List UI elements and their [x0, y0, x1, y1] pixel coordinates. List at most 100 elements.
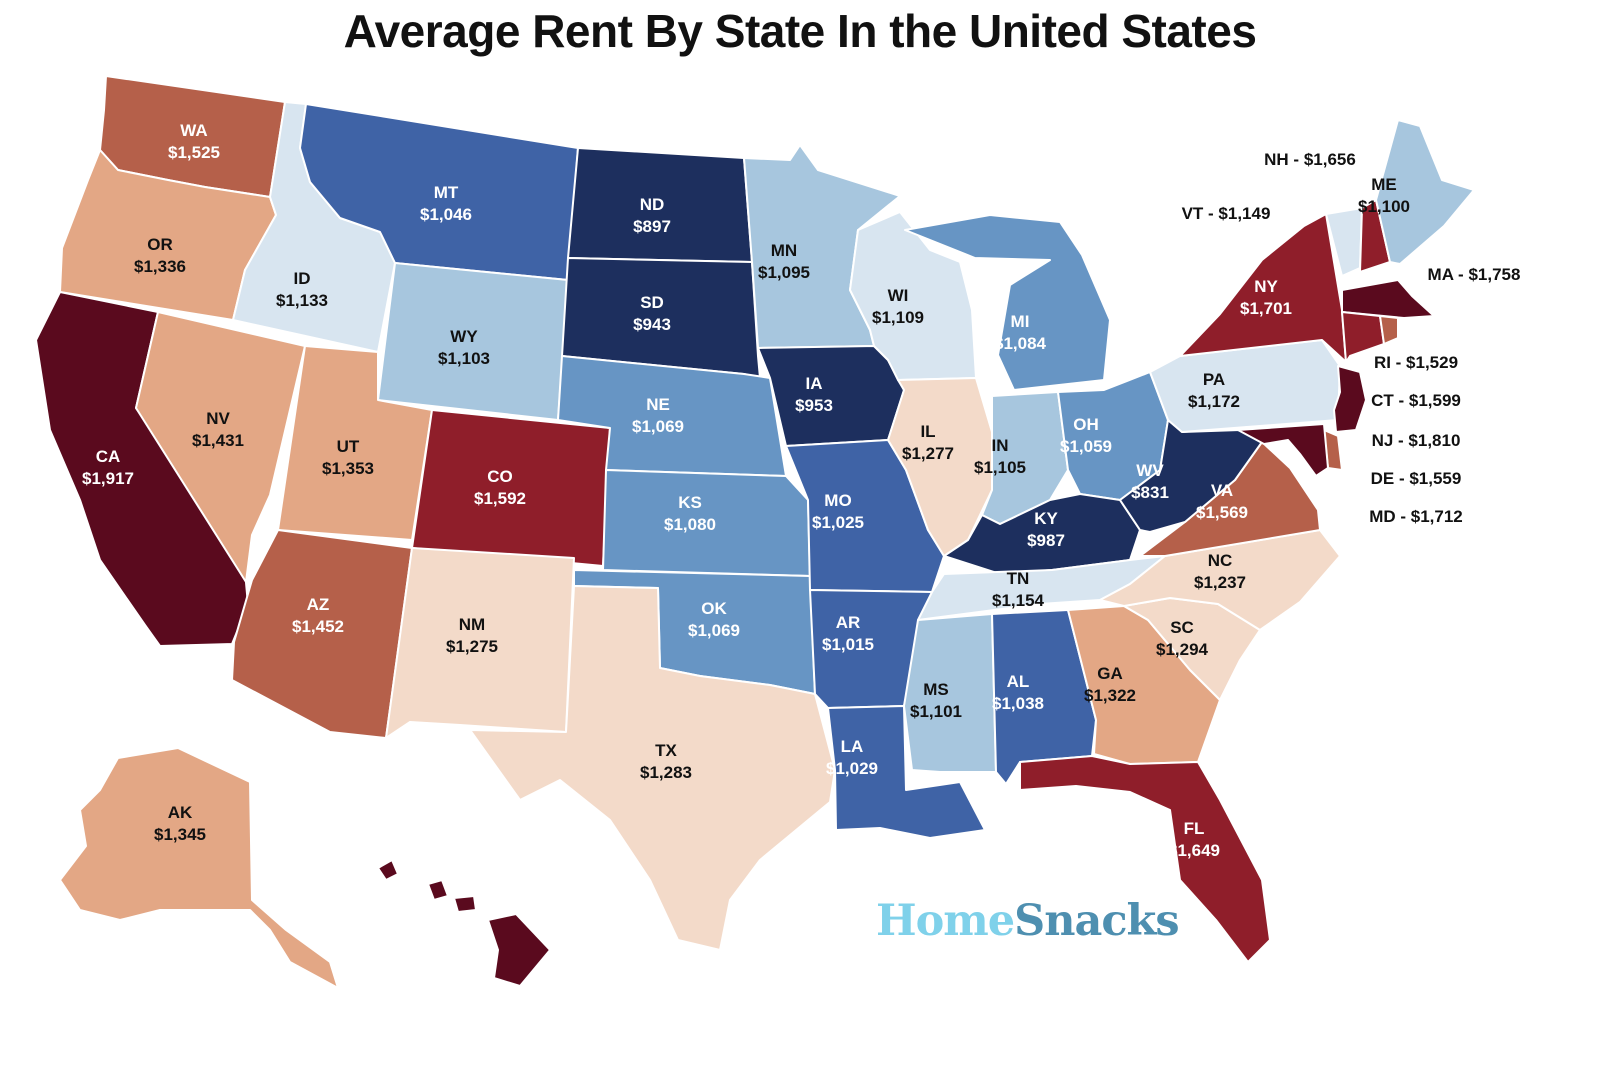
state-md[interactable] [1237, 423, 1329, 477]
state-label-ca: CA [96, 447, 121, 466]
state-label-ne: NE [646, 395, 670, 414]
state-label-nm: NM [459, 615, 485, 634]
state-value-ks: $1,080 [664, 515, 716, 534]
callout-ct: CT - $1,599 [1371, 391, 1461, 410]
state-label-ak: AK [168, 803, 193, 822]
state-nc[interactable] [1099, 529, 1341, 631]
state-value-al: $1,038 [992, 694, 1044, 713]
callout-md: MD - $1,712 [1369, 507, 1463, 526]
state-value-il: $1,277 [902, 444, 954, 463]
state-label-or: OR [147, 235, 173, 254]
state-value-ca: $1,917 [82, 469, 134, 488]
state-value-mt: $1,046 [420, 205, 472, 224]
state-value-hi: $2,361 [554, 949, 606, 968]
state-ct[interactable] [1341, 311, 1385, 363]
state-value-fl: $1,649 [1168, 841, 1220, 860]
state-me[interactable] [1375, 119, 1475, 265]
state-label-va: VA [1211, 481, 1233, 500]
state-label-il: IL [920, 422, 935, 441]
state-label-hi: HI [572, 927, 589, 946]
state-label-ks: KS [678, 493, 702, 512]
state-value-va: $1,569 [1196, 503, 1248, 522]
state-ri[interactable] [1379, 315, 1399, 345]
state-label-ms: MS [923, 680, 949, 699]
state-label-al: AL [1007, 672, 1030, 691]
state-value-in: $1,105 [974, 458, 1026, 477]
state-value-ms: $1,101 [910, 702, 962, 721]
state-label-ok: OK [701, 599, 727, 618]
state-label-ut: UT [337, 437, 360, 456]
state-nm[interactable] [385, 547, 575, 739]
callout-ri: RI - $1,529 [1374, 353, 1458, 372]
state-value-mi: $1,084 [994, 334, 1047, 353]
state-label-wy: WY [450, 327, 478, 346]
state-label-sd: SD [640, 293, 664, 312]
state-value-nv: $1,431 [192, 431, 244, 450]
state-value-ar: $1,015 [822, 635, 874, 654]
state-co[interactable] [411, 409, 611, 567]
state-label-wv: WV [1136, 461, 1164, 480]
state-value-ia: $953 [795, 396, 833, 415]
state-tx[interactable] [469, 585, 836, 951]
callout-vt: VT - $1,149 [1182, 204, 1271, 223]
state-label-fl: FL [1184, 819, 1205, 838]
state-label-nd: ND [640, 195, 665, 214]
callout-labels: NH - $1,656 VT - $1,149 MA - $1,758 RI - $1… [1182, 150, 1521, 526]
state-label-wa: WA [180, 121, 207, 140]
state-value-az: $1,452 [292, 617, 344, 636]
state-label-az: AZ [307, 595, 330, 614]
state-value-ak: $1,345 [154, 825, 206, 844]
state-value-id: $1,133 [276, 291, 328, 310]
state-value-ga: $1,322 [1084, 686, 1136, 705]
state-label-wi: WI [888, 286, 909, 305]
state-ak[interactable] [59, 747, 339, 989]
state-nj[interactable] [1333, 365, 1367, 433]
state-value-ny: $1,701 [1240, 299, 1292, 318]
state-label-mt: MT [434, 183, 459, 202]
state-value-mn: $1,095 [758, 263, 810, 282]
callout-nh: NH - $1,656 [1264, 150, 1356, 169]
state-label-mn: MN [771, 241, 797, 260]
state-la[interactable] [827, 705, 986, 839]
state-value-or: $1,336 [134, 257, 186, 276]
state-value-tx: $1,283 [640, 763, 692, 782]
state-label-sc: SC [1170, 618, 1194, 637]
state-value-me: $1,100 [1358, 197, 1410, 216]
callout-de: DE - $1,559 [1371, 469, 1462, 488]
homesnacks-logo: HomeSnacks [876, 900, 1180, 943]
state-hi[interactable] [487, 913, 551, 987]
state-value-pa: $1,172 [1188, 392, 1240, 411]
state-value-nd: $897 [633, 217, 671, 236]
state-labels: WA $1,525 OR $1,336 CA $1,917 ID $1,133 NV $1,431… [82, 121, 1410, 968]
state-mi[interactable] [904, 214, 1111, 391]
state-value-co: $1,592 [474, 489, 526, 508]
state-hi-islands[interactable] [377, 859, 477, 913]
state-value-ut: $1,353 [322, 459, 374, 478]
state-ms[interactable] [903, 613, 997, 773]
state-label-ky: KY [1034, 509, 1058, 528]
callout-ma: MA - $1,758 [1428, 265, 1521, 284]
state-value-ok: $1,069 [688, 621, 740, 640]
map-title: Average Rent By State In the United Stat… [343, 5, 1257, 57]
state-label-id: ID [294, 269, 311, 288]
state-fl[interactable] [1019, 755, 1271, 963]
state-label-ny: NY [1254, 277, 1278, 296]
state-label-in: IN [992, 436, 1009, 455]
state-value-nc: $1,237 [1194, 573, 1246, 592]
callout-nj: NJ - $1,810 [1372, 431, 1461, 450]
state-label-mo: MO [824, 491, 851, 510]
state-value-wv: $831 [1131, 483, 1169, 502]
state-value-wy: $1,103 [438, 349, 490, 368]
state-label-nc: NC [1208, 551, 1233, 570]
state-pa[interactable] [1149, 339, 1341, 433]
state-label-pa: PA [1203, 370, 1225, 389]
state-value-tn: $1,154 [992, 591, 1045, 610]
state-label-co: CO [487, 467, 513, 486]
state-value-mo: $1,025 [812, 513, 864, 532]
state-label-mi: MI [1011, 312, 1030, 331]
state-value-ky: $987 [1027, 531, 1065, 550]
state-ma[interactable] [1341, 279, 1435, 319]
state-label-la: LA [841, 737, 864, 756]
state-label-tn: TN [1007, 569, 1030, 588]
state-label-tx: TX [655, 741, 677, 760]
